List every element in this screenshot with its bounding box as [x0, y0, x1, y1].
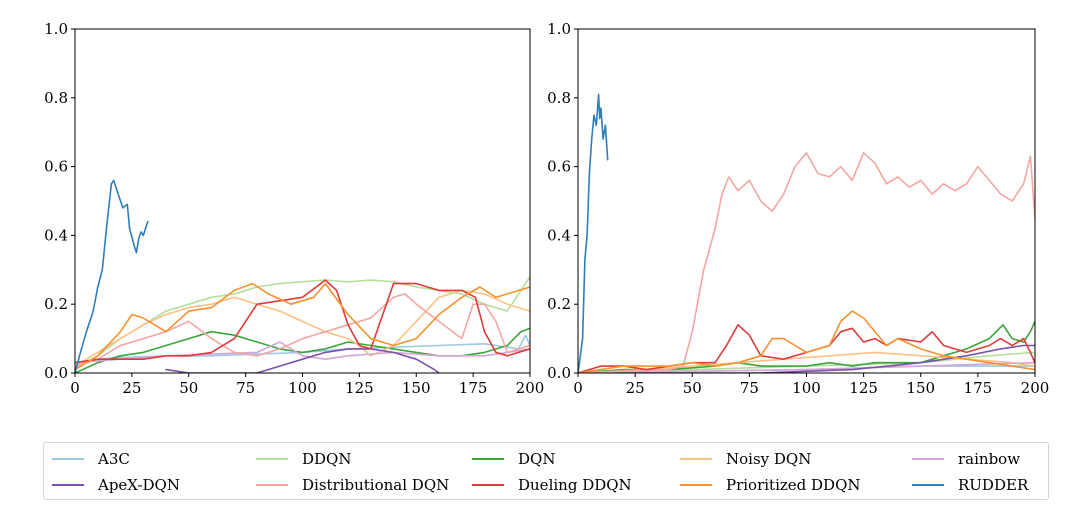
- legend-label: DDQN: [302, 450, 352, 468]
- legend-swatch: [472, 458, 504, 460]
- series-line-dqn: [75, 327, 530, 373]
- series-line-prioritized-ddqn: [75, 282, 530, 371]
- x-tick-label: 0: [573, 379, 583, 397]
- series-line-rudder: [578, 93, 609, 373]
- legend-item-ddqn: DDQN: [256, 449, 351, 469]
- x-tick-label: 25: [626, 379, 645, 397]
- x-tick-label: 100: [288, 379, 317, 397]
- legend-label: Noisy DQN: [726, 450, 812, 468]
- legend-swatch: [52, 484, 84, 486]
- series-line-noisy-dqn: [75, 289, 530, 367]
- series-line-rainbow: [578, 361, 1035, 373]
- left-panel: 0 25 50 75 100 125 150 175 200 0.0 0.2 0.4 0.6 0.8 1.0: [44, 20, 544, 397]
- legend-swatch: [52, 458, 84, 460]
- y-tick-label: 0.6: [547, 158, 571, 176]
- series-line-ddqn: [75, 275, 530, 371]
- legend-item-noisy-dqn: Noisy DQN: [680, 449, 811, 469]
- x-tick-label: 125: [849, 379, 878, 397]
- legend-swatch: [680, 484, 712, 486]
- series-group: [75, 179, 530, 373]
- legend-label: rainbow: [958, 450, 1021, 468]
- y-tick-label: 0.8: [44, 89, 68, 107]
- x-tick-label: 200: [1021, 379, 1050, 397]
- y-tick-label: 0.0: [44, 364, 68, 382]
- legend-item-prioritized-ddqn: Prioritized DDQN: [680, 475, 861, 495]
- series-line-a3c: [75, 334, 530, 367]
- legend-label: DQN: [518, 450, 556, 468]
- legend-label: Distributional DQN: [302, 476, 450, 494]
- legend-swatch: [912, 458, 944, 460]
- y-tick-label: 0.4: [547, 226, 571, 244]
- legend-label: A3C: [98, 450, 130, 468]
- y-tick-label: 0.2: [44, 295, 68, 313]
- legend-label: Prioritized DDQN: [726, 476, 861, 494]
- series-line-apex-dqn: [578, 344, 1035, 373]
- legend-item-dueling-ddqn: Dueling DDQN: [472, 475, 632, 495]
- y-tick-label: 1.0: [547, 20, 571, 38]
- series-line-rudder: [75, 179, 149, 373]
- x-tick-label: 150: [402, 379, 431, 397]
- legend-swatch: [256, 458, 288, 460]
- x-tick-label: 175: [964, 379, 993, 397]
- legend-swatch: [912, 484, 944, 486]
- legend-item-rudder: RUDDER: [912, 475, 1028, 495]
- series-line-distributional-dqn: [75, 293, 530, 367]
- series-line-dueling-ddqn: [75, 279, 530, 364]
- x-tick-label: 125: [345, 379, 374, 397]
- legend-label: Dueling DDQN: [518, 476, 632, 494]
- x-tick-label: 175: [459, 379, 488, 397]
- series-line-apex-dqn: [165, 348, 440, 373]
- x-tick-label: 25: [122, 379, 141, 397]
- legend-label: ApeX-DQN: [98, 476, 180, 494]
- legend-swatch: [680, 458, 712, 460]
- x-tick-label: 200: [516, 379, 545, 397]
- legend-item-distributional-dqn: Distributional DQN: [256, 475, 449, 495]
- x-tick-label: 50: [683, 379, 702, 397]
- y-tick-label: 0.2: [547, 295, 571, 313]
- series-line-prioritized-ddqn: [578, 310, 1035, 373]
- legend-swatch: [472, 484, 504, 486]
- y-tick-label: 0.4: [44, 226, 68, 244]
- x-tick-label: 0: [70, 379, 80, 397]
- legend-item-dqn: DQN: [472, 449, 555, 469]
- charts-svg: 0 25 50 75 100 125 150 175 2000.00.20.40.60.81.0…: [44, 20, 1049, 397]
- x-tick-label: 75: [740, 379, 759, 397]
- legend-item-apex-dqn: ApeX-DQN: [52, 475, 180, 495]
- x-tick-label: 50: [179, 379, 198, 397]
- y-tick-label: 0.6: [44, 158, 68, 176]
- legend-swatch: [256, 484, 288, 486]
- legend-item-rainbow: rainbow: [912, 449, 1020, 469]
- legend-label: RUDDER: [958, 476, 1029, 494]
- legend: A3C DDQN DQN Noisy DQN rainbow ApeX-DQN …: [43, 442, 1049, 500]
- series-group: [578, 93, 1035, 373]
- y-tick-label: 0.8: [547, 89, 571, 107]
- right-panel: 0 25 50 75 100 125 150 175 200 0.0 0.2 0.4 0.6 0.8 1.0: [547, 20, 1049, 397]
- series-line-distributional-dqn: [578, 152, 1035, 373]
- legend-item-a3c: A3C: [52, 449, 130, 469]
- x-tick-label: 150: [906, 379, 935, 397]
- x-tick-label: 75: [236, 379, 255, 397]
- axes-frame: [577, 28, 1036, 374]
- y-tick-label: 0.0: [547, 364, 571, 382]
- x-tick-label: 100: [792, 379, 821, 397]
- y-tick-label: 1.0: [44, 20, 68, 38]
